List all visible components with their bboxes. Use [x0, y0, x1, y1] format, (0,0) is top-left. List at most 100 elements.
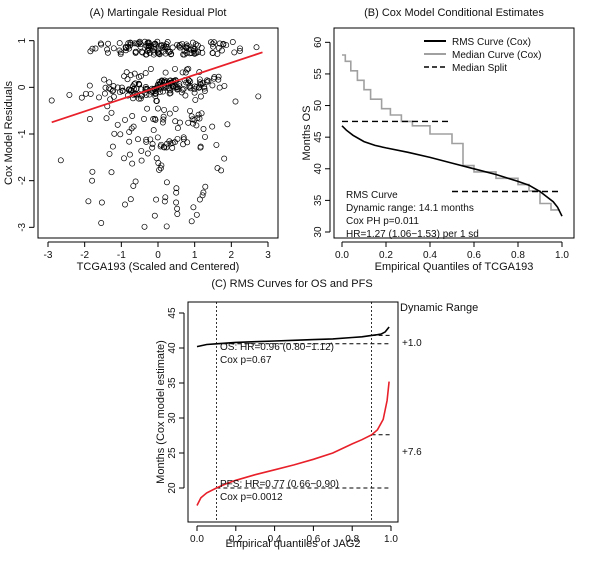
- scatter-point: [184, 66, 190, 73]
- scatter-point: [107, 86, 114, 93]
- scatter-point: [200, 126, 207, 132]
- scatter-point: [111, 130, 118, 137]
- scatter-point: [231, 49, 238, 56]
- scatter-point: [141, 38, 148, 45]
- legend-label-median: Median Curve (Cox): [452, 50, 541, 61]
- panel-b-title: (B) Cox Model Conditional Estimates: [364, 7, 544, 19]
- scatter-point: [145, 42, 152, 49]
- panel-a-axes: -3 -2 -1 0 1 2 3 -3 -2 -1 0 1: [17, 37, 271, 261]
- scatter-point: [160, 116, 167, 123]
- os-annotation-line-1: OS: HR=0.96 (0.80−1.12): [220, 342, 334, 353]
- x-tick-label-0: 0.0: [335, 250, 349, 261]
- panel-c-y-label: Months (Cox model estimate): [155, 340, 167, 484]
- scatter-point: [131, 40, 138, 47]
- panel-c: (C) RMS Curves for OS and PFS 0.0 0.2 0.4 0…: [155, 278, 478, 550]
- annotation-line-4: HR=1.27 (1.06−1.53) per 1 sd: [346, 229, 479, 240]
- y-tick-label-1: 25: [167, 447, 178, 459]
- y-tick-label-3: 0: [17, 84, 28, 90]
- scatter-point: [107, 96, 114, 103]
- panel-c-lines: [196, 302, 391, 522]
- scatter-point: [183, 41, 190, 48]
- scatter-point: [210, 43, 217, 50]
- panel-a-title: (A) Martingale Residual Plot: [90, 7, 227, 19]
- x-tick-label-3: 0.6: [467, 250, 481, 261]
- scatter-point: [189, 39, 196, 46]
- scatter-point: [216, 84, 223, 91]
- scatter-point: [126, 151, 133, 158]
- scatter-point: [103, 115, 110, 122]
- scatter-point: [153, 196, 160, 203]
- x-tick-label-0: 0.0: [190, 534, 204, 545]
- scatter-point: [121, 73, 128, 80]
- scatter-point: [131, 81, 138, 88]
- scatter-point: [48, 97, 55, 104]
- scatter-point: [173, 199, 180, 206]
- scatter-point: [187, 107, 193, 114]
- scatter-point: [85, 198, 92, 205]
- scatter-point: [193, 50, 200, 56]
- scatter-point: [154, 38, 161, 45]
- scatter-point: [122, 201, 128, 208]
- scatter-point: [110, 45, 117, 52]
- pfs-range-label: +7.6: [402, 447, 422, 458]
- x-tick-label-0: -3: [44, 250, 53, 261]
- x-tick-label-5: 1.0: [555, 250, 569, 261]
- scatter-point: [131, 70, 138, 77]
- panel-a-y-label: Cox Model Residuals: [3, 81, 15, 185]
- scatter-point: [190, 204, 197, 211]
- scatter-point: [160, 48, 167, 55]
- scatter-point: [127, 72, 134, 79]
- scatter-point: [145, 39, 152, 46]
- scatter-point: [153, 98, 160, 104]
- scatter-point: [174, 211, 181, 217]
- x-tick-label-2: 0.4: [268, 534, 282, 545]
- scatter-point: [145, 40, 152, 47]
- scatter-point: [164, 44, 170, 51]
- scatter-point: [130, 123, 137, 130]
- scatter-point: [135, 136, 141, 143]
- scatter-point: [160, 113, 167, 120]
- scatter-point: [209, 123, 216, 130]
- y-tick-label-5: 55: [313, 68, 324, 80]
- scatter-point: [143, 138, 150, 145]
- scatter-point: [237, 45, 243, 52]
- panel-b-lines: [341, 54, 563, 217]
- scatter-point: [184, 139, 191, 146]
- scatter-point: [169, 44, 176, 51]
- x-tick-label-2: 0.4: [423, 250, 437, 261]
- scatter-point: [143, 51, 150, 58]
- x-tick-label-1: -2: [80, 250, 89, 261]
- scatter-point: [177, 119, 183, 126]
- os-range-label: +1.0: [402, 338, 422, 349]
- y-tick-label-4: 50: [313, 100, 324, 112]
- panel-b-frame: [333, 27, 575, 239]
- scatter-point: [236, 48, 243, 54]
- scatter-point: [98, 199, 105, 206]
- scatter-point: [155, 49, 162, 56]
- scatter-point: [122, 116, 128, 123]
- scatter-point: [108, 169, 115, 176]
- panel-a-x-label: TCGA193 (Scaled and Centered): [77, 261, 240, 273]
- scatter-point: [104, 49, 111, 56]
- scatter-point: [174, 85, 181, 92]
- scatter-point: [147, 66, 154, 72]
- scatter-point: [109, 88, 116, 95]
- scatter-point: [220, 40, 227, 47]
- scatter-point: [138, 147, 145, 154]
- scatter-point: [211, 39, 218, 46]
- scatter-point: [123, 69, 130, 76]
- scatter-point: [129, 113, 136, 119]
- scatter-point: [143, 91, 150, 98]
- y-tick-label-2: 30: [167, 412, 178, 424]
- scatter-point: [200, 189, 207, 196]
- x-tick-label-3: 0.6: [306, 534, 320, 545]
- scatter-point: [209, 82, 216, 89]
- legend-label-rms: RMS Curve (Cox): [452, 37, 531, 48]
- scatter-point: [185, 79, 192, 86]
- panel-c-x-label: Empirical quantiles of JAG2: [225, 538, 360, 550]
- scatter-point: [196, 76, 203, 83]
- scatter-point: [110, 93, 117, 100]
- panel-c-axes: 0.0 0.2 0.4 0.6 0.8 1.0 20 25 30 35 40 45: [167, 307, 398, 545]
- scatter-point: [108, 109, 115, 116]
- scatter-point: [194, 42, 201, 49]
